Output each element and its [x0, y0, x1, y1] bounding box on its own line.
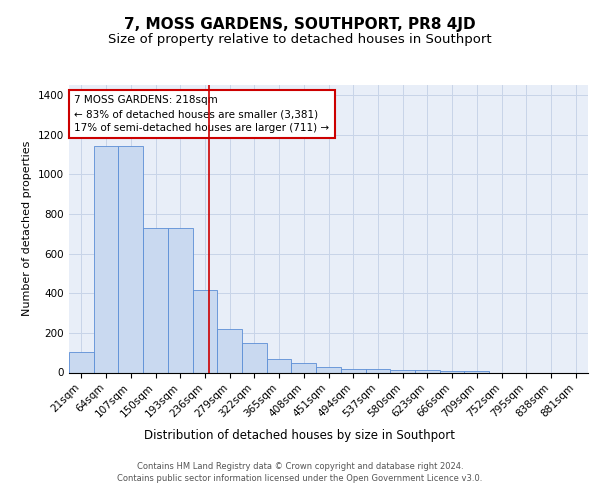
Bar — [390, 370, 415, 372]
Bar — [94, 146, 118, 372]
Bar — [193, 290, 217, 372]
Text: 7, MOSS GARDENS, SOUTHPORT, PR8 4JD: 7, MOSS GARDENS, SOUTHPORT, PR8 4JD — [124, 18, 476, 32]
Bar — [440, 370, 464, 372]
Bar — [292, 362, 316, 372]
Text: Contains HM Land Registry data © Crown copyright and database right 2024.
Contai: Contains HM Land Registry data © Crown c… — [118, 462, 482, 483]
Bar — [69, 352, 94, 372]
Bar — [242, 343, 267, 372]
Bar — [118, 146, 143, 372]
Bar — [341, 368, 365, 372]
Bar — [415, 370, 440, 372]
Text: Size of property relative to detached houses in Southport: Size of property relative to detached ho… — [108, 32, 492, 46]
Bar — [217, 329, 242, 372]
Bar — [267, 358, 292, 372]
Bar — [168, 228, 193, 372]
Text: 7 MOSS GARDENS: 218sqm
← 83% of detached houses are smaller (3,381)
17% of semi-: 7 MOSS GARDENS: 218sqm ← 83% of detached… — [74, 95, 329, 133]
Bar — [316, 367, 341, 372]
Bar — [464, 370, 489, 372]
Bar — [143, 228, 168, 372]
Y-axis label: Number of detached properties: Number of detached properties — [22, 141, 32, 316]
Text: Distribution of detached houses by size in Southport: Distribution of detached houses by size … — [145, 428, 455, 442]
Bar — [365, 368, 390, 372]
